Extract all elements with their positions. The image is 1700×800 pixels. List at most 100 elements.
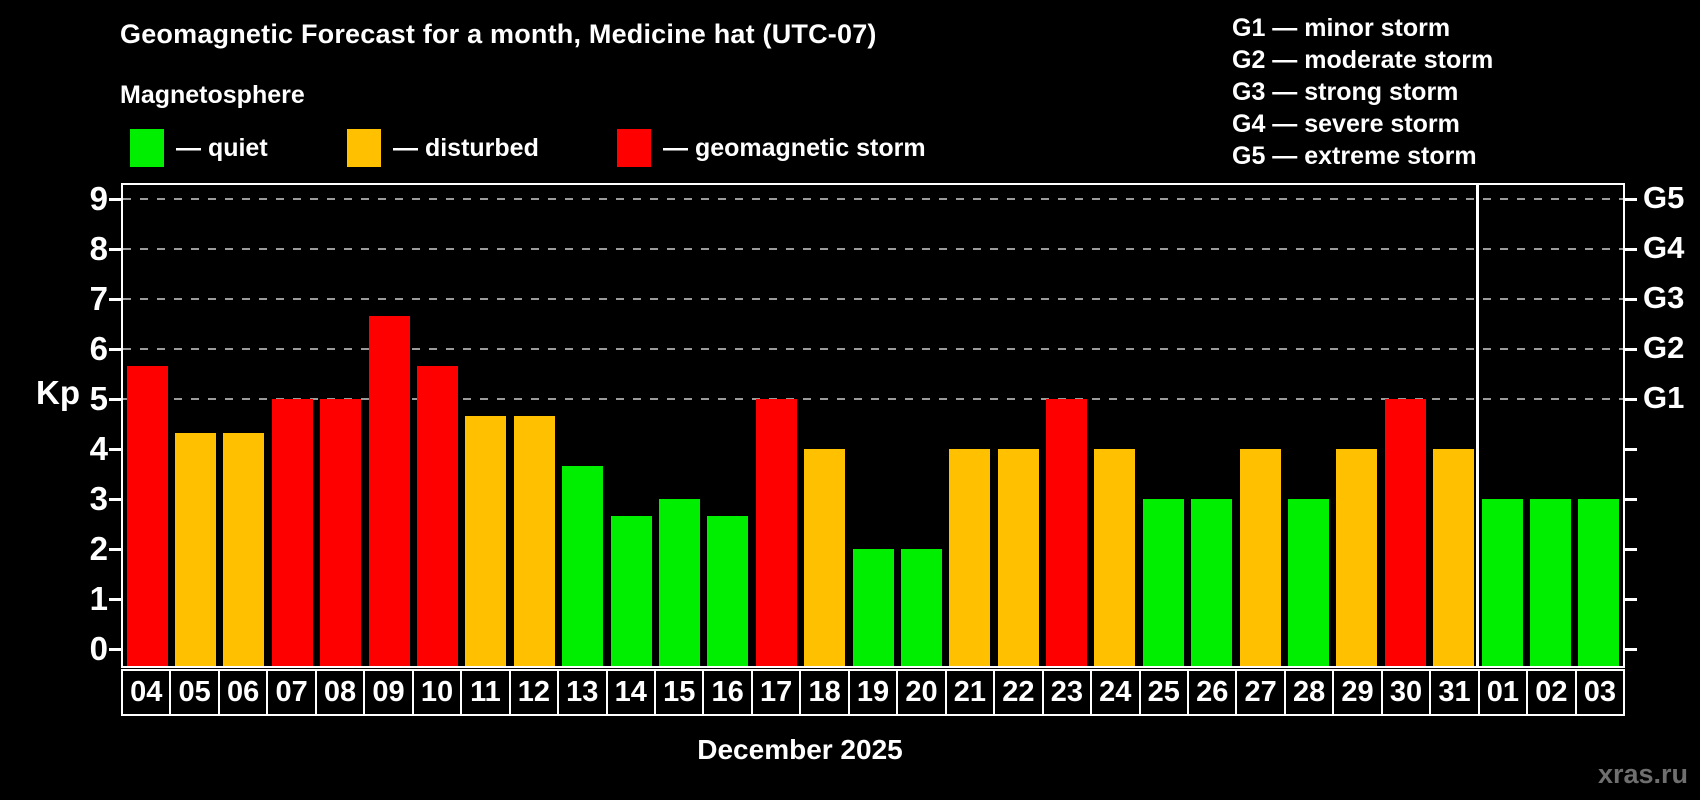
g-scale-label-g5: G5 xyxy=(1643,180,1685,215)
day-cell-18: 18 xyxy=(801,671,850,714)
y-axis-tick-right-3 xyxy=(1625,497,1637,501)
kp-bar-22 xyxy=(997,449,1039,666)
kp-bar-02 xyxy=(1529,499,1571,666)
storm-scale-g5: G5 — extreme storm xyxy=(1232,142,1477,170)
legend-label-storm: — geomagnetic storm xyxy=(663,133,926,162)
chart-title: Geomagnetic Forecast for a month, Medici… xyxy=(120,19,877,49)
g-scale-label-g2: G2 xyxy=(1643,330,1685,365)
y-axis-tick-right-6 xyxy=(1625,347,1637,351)
kp-bar-08 xyxy=(320,399,362,666)
day-cell-15: 15 xyxy=(656,671,705,714)
gridline-kp7 xyxy=(123,298,1623,300)
day-cell-20: 20 xyxy=(898,671,947,714)
day-cell-02: 02 xyxy=(1528,671,1577,714)
gridline-kp8 xyxy=(123,248,1623,250)
day-cell-21: 21 xyxy=(947,671,996,714)
plot-inner xyxy=(123,185,1623,666)
y-tick-label-2: 2 xyxy=(89,530,108,567)
day-cell-10: 10 xyxy=(414,671,463,714)
y-axis-tick-left-5 xyxy=(109,397,121,401)
x-axis-title: December 2025 xyxy=(697,734,903,765)
storm-scale-legend: G1 — minor storm G2 — moderate storm G3 … xyxy=(1232,12,1493,172)
g-scale-label-g4: G4 xyxy=(1643,230,1685,265)
y-axis-tick-right-9 xyxy=(1625,197,1637,201)
kp-bar-07 xyxy=(271,399,313,666)
storm-scale-g1: G1 — minor storm xyxy=(1232,14,1451,42)
kp-bar-12 xyxy=(513,415,555,666)
day-cell-26: 26 xyxy=(1189,671,1238,714)
day-cell-27: 27 xyxy=(1237,671,1286,714)
kp-bar-15 xyxy=(658,499,700,666)
day-cell-13: 13 xyxy=(559,671,608,714)
day-cell-28: 28 xyxy=(1286,671,1335,714)
kp-bar-29 xyxy=(1336,449,1378,666)
plot-area xyxy=(121,183,1625,668)
kp-bar-04 xyxy=(126,365,168,666)
y-axis-tick-left-4 xyxy=(109,447,121,451)
day-cell-16: 16 xyxy=(704,671,753,714)
day-cell-30: 30 xyxy=(1383,671,1432,714)
y-axis-tick-right-4 xyxy=(1625,447,1637,451)
y-tick-label-1: 1 xyxy=(89,580,108,617)
storm-scale-g4: G4 — severe storm xyxy=(1232,110,1460,138)
chart-subtitle: Magnetosphere xyxy=(120,81,305,109)
y-axis-tick-left-3 xyxy=(109,497,121,501)
kp-bar-24 xyxy=(1094,449,1136,666)
storm-color-swatch xyxy=(617,129,651,167)
y-axis-tick-left-8 xyxy=(109,247,121,251)
y-axis-title: Kp xyxy=(36,374,80,411)
day-cell-25: 25 xyxy=(1141,671,1189,714)
y-axis-tick-left-7 xyxy=(109,297,121,301)
kp-bar-09 xyxy=(368,315,410,666)
disturbed-color-swatch xyxy=(347,129,381,167)
kp-bar-14 xyxy=(610,515,652,666)
day-cell-03: 03 xyxy=(1583,676,1616,708)
y-axis-tick-right-5 xyxy=(1625,397,1637,401)
kp-bar-20 xyxy=(900,549,942,666)
quiet-color-swatch xyxy=(130,129,164,167)
kp-bar-17 xyxy=(755,399,797,666)
legend-item-disturbed: — disturbed xyxy=(347,128,539,168)
kp-bar-10 xyxy=(417,365,459,666)
day-cell-29: 29 xyxy=(1334,671,1383,714)
y-tick-label-8: 8 xyxy=(89,230,108,267)
kp-bar-13 xyxy=(562,465,604,666)
day-cell-01: 01 xyxy=(1480,671,1529,714)
y-axis-tick-left-0 xyxy=(109,647,121,651)
day-cell-05: 05 xyxy=(171,671,220,714)
legend-item-quiet: — quiet xyxy=(130,128,268,168)
y-axis-tick-left-2 xyxy=(109,547,121,551)
kp-bar-16 xyxy=(707,515,749,666)
y-axis-tick-left-9 xyxy=(109,197,121,201)
kp-bar-28 xyxy=(1287,499,1329,666)
y-tick-label-4: 4 xyxy=(89,430,108,467)
gridline-kp5 xyxy=(123,398,1623,400)
day-cell-12: 12 xyxy=(511,671,560,714)
y-axis-tick-right-8 xyxy=(1625,247,1637,251)
day-cell-09: 09 xyxy=(365,671,414,714)
day-cell-07: 07 xyxy=(268,671,317,714)
kp-bar-30 xyxy=(1384,399,1426,666)
x-axis-day-labels: 04 05 06 07 08 09 10 11 12 13 14 15 16 17 18 19 20 21 22 23… xyxy=(121,669,1625,716)
y-tick-label-3: 3 xyxy=(89,480,108,517)
kp-bar-21 xyxy=(949,449,991,666)
storm-scale-g2: G2 — moderate storm xyxy=(1232,46,1494,74)
day-cell-22: 22 xyxy=(995,671,1044,714)
y-tick-label-6: 6 xyxy=(89,330,108,367)
y-axis-tick-right-1 xyxy=(1625,597,1637,601)
g-scale-label-g1: G1 xyxy=(1643,380,1685,415)
watermark: xras.ru xyxy=(1597,759,1688,789)
y-axis-tick-right-7 xyxy=(1625,297,1637,301)
kp-bar-31 xyxy=(1433,449,1475,666)
day-cell-19: 19 xyxy=(850,671,899,714)
day-cell-14: 14 xyxy=(608,671,656,714)
y-axis-tick-right-0 xyxy=(1625,647,1637,651)
gridline-kp6 xyxy=(123,348,1623,350)
day-cell-11: 11 xyxy=(462,671,511,714)
kp-bar-18 xyxy=(804,449,846,666)
day-cell-17: 17 xyxy=(753,671,802,714)
kp-bar-05 xyxy=(175,432,217,666)
legend-item-storm: — geomagnetic storm xyxy=(617,128,926,168)
kp-bar-03 xyxy=(1578,499,1620,666)
kp-bar-23 xyxy=(1046,399,1088,666)
